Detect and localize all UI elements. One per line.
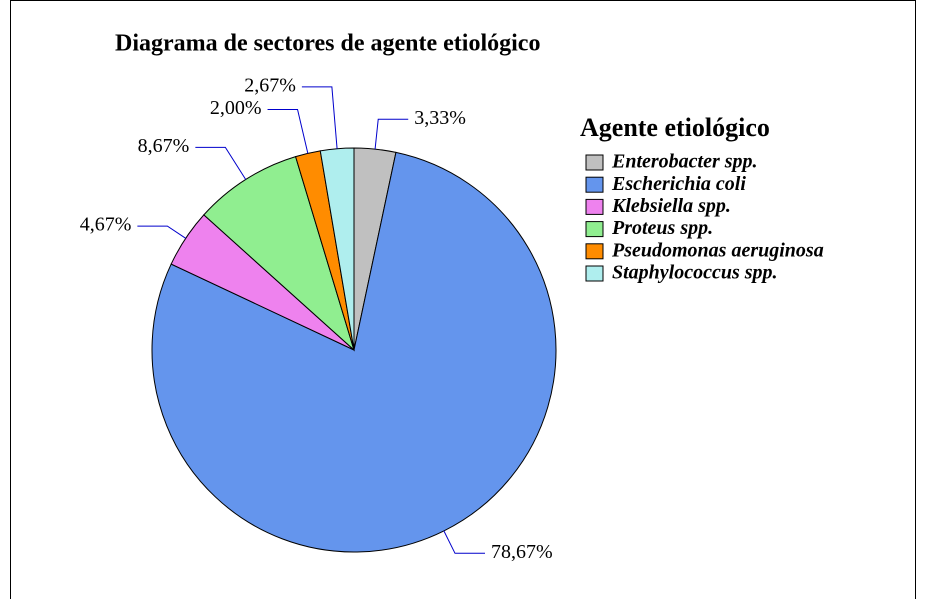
data-label: 4,67% [80,214,132,236]
leader-line [267,109,309,154]
chart-title: Diagrama de sectores de agente etiológic… [115,31,540,57]
data-label: 8,67% [138,135,190,157]
legend-swatch [585,265,604,282]
data-label: 2,00% [210,97,262,119]
data-label: 2,67% [244,75,296,97]
legend-swatch [585,198,604,215]
data-label: 3,33% [414,107,466,129]
legend-title: Agente etiológico [580,113,770,142]
pie-slice [151,151,557,553]
leader-line [137,225,186,239]
legend-label: Proteus spp. [611,217,713,239]
leader-line [374,118,409,150]
data-label: 78,67% [491,541,553,563]
legend-swatch [585,154,604,171]
legend-label: Staphylococcus spp. [612,262,778,284]
legend-label: Escherichia coli [611,173,746,195]
leader-line [443,530,486,554]
legend-swatch [585,243,604,260]
legend-label: Enterobacter spp. [611,151,758,173]
legend-swatch [585,176,604,193]
legend-label: Klebsiella spp. [611,195,731,217]
leader-line [195,146,247,180]
leader-line [301,86,338,149]
legend-label: Pseudomonas aeruginosa [611,239,824,261]
legend-swatch [585,221,604,238]
